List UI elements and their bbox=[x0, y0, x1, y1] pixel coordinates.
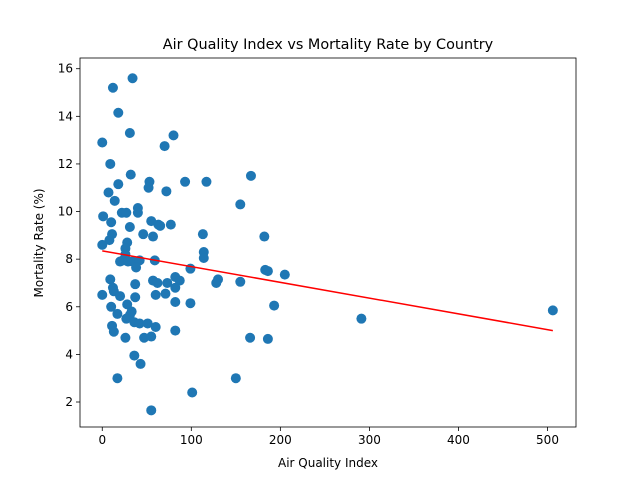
data-point bbox=[159, 141, 170, 152]
data-point bbox=[142, 318, 153, 329]
data-point bbox=[174, 275, 185, 286]
data-point bbox=[162, 277, 173, 288]
data-point bbox=[269, 300, 280, 311]
data-point bbox=[201, 176, 212, 187]
data-point bbox=[130, 292, 141, 303]
data-point bbox=[356, 313, 367, 324]
data-point bbox=[211, 277, 222, 288]
data-point bbox=[97, 289, 108, 300]
data-point bbox=[187, 387, 198, 398]
data-point bbox=[170, 297, 181, 308]
data-point bbox=[98, 211, 109, 222]
data-point bbox=[113, 107, 124, 118]
data-point bbox=[168, 130, 179, 141]
data-point bbox=[185, 298, 196, 309]
y-axis-label: Mortality Rate (%) bbox=[32, 188, 46, 297]
data-point bbox=[150, 322, 161, 333]
y-tick-label: 14 bbox=[58, 109, 73, 123]
data-point bbox=[160, 288, 171, 299]
x-tick-label: 200 bbox=[269, 433, 292, 447]
data-point bbox=[115, 256, 126, 267]
data-point bbox=[165, 219, 176, 230]
data-point bbox=[112, 373, 123, 384]
data-point bbox=[170, 325, 181, 336]
data-point bbox=[109, 195, 120, 206]
data-point bbox=[121, 313, 132, 324]
data-point bbox=[122, 299, 133, 310]
data-point bbox=[108, 326, 119, 337]
data-point bbox=[120, 332, 131, 343]
data-point bbox=[259, 231, 270, 242]
x-axis-label: Air Quality Index bbox=[278, 456, 378, 470]
data-point bbox=[146, 331, 157, 342]
data-point bbox=[113, 179, 124, 190]
data-point bbox=[279, 269, 290, 280]
data-point bbox=[106, 217, 117, 228]
y-tick-label: 4 bbox=[65, 347, 73, 361]
data-point bbox=[245, 170, 256, 181]
data-point bbox=[127, 73, 138, 84]
data-point bbox=[97, 239, 108, 250]
data-point bbox=[107, 82, 118, 93]
data-point bbox=[103, 187, 114, 198]
data-point bbox=[198, 252, 209, 263]
data-point bbox=[125, 169, 136, 180]
x-tick-label: 0 bbox=[98, 433, 106, 447]
data-point bbox=[115, 291, 126, 302]
data-point bbox=[170, 282, 181, 293]
data-point bbox=[262, 333, 273, 344]
y-tick-label: 6 bbox=[65, 300, 73, 314]
data-point bbox=[146, 405, 157, 416]
data-point bbox=[143, 182, 154, 193]
data-point bbox=[262, 266, 273, 277]
data-point bbox=[180, 176, 191, 187]
data-point bbox=[547, 305, 558, 316]
data-point bbox=[105, 158, 116, 169]
y-tick-label: 10 bbox=[58, 205, 73, 219]
data-point bbox=[230, 373, 241, 384]
data-point bbox=[131, 262, 142, 273]
data-point bbox=[130, 279, 141, 290]
y-tick-label: 16 bbox=[58, 62, 73, 76]
x-tick-label: 100 bbox=[180, 433, 203, 447]
chart-title: Air Quality Index vs Mortality Rate by C… bbox=[163, 37, 494, 53]
y-tick-label: 12 bbox=[58, 157, 73, 171]
data-point bbox=[245, 332, 256, 343]
data-point bbox=[161, 186, 172, 197]
data-point bbox=[155, 220, 166, 231]
trend-line bbox=[102, 250, 553, 332]
data-point bbox=[135, 358, 146, 369]
data-point bbox=[197, 229, 208, 240]
plot-area: 0 100 200 300 400 500 2 4 6 8 10 12 14 16 bbox=[58, 57, 577, 447]
data-point bbox=[112, 308, 123, 319]
data-point bbox=[152, 277, 163, 288]
data-point bbox=[97, 137, 108, 148]
data-point bbox=[106, 301, 117, 312]
data-point bbox=[121, 207, 132, 218]
data-point bbox=[138, 229, 149, 240]
axes-frame bbox=[79, 57, 577, 428]
data-point bbox=[105, 274, 116, 285]
data-point bbox=[132, 207, 143, 218]
data-point bbox=[134, 318, 145, 329]
data-point bbox=[150, 289, 161, 300]
data-point bbox=[129, 350, 140, 361]
data-point bbox=[148, 231, 159, 242]
data-point bbox=[235, 276, 246, 287]
x-tick-label: 500 bbox=[536, 433, 559, 447]
x-tick-label: 400 bbox=[447, 433, 470, 447]
data-point bbox=[235, 199, 246, 210]
data-point bbox=[124, 127, 135, 138]
y-tick-label: 8 bbox=[65, 252, 73, 266]
y-tick-label: 2 bbox=[65, 395, 73, 409]
data-point bbox=[104, 235, 115, 246]
x-tick-label: 300 bbox=[358, 433, 381, 447]
data-point bbox=[124, 222, 135, 233]
